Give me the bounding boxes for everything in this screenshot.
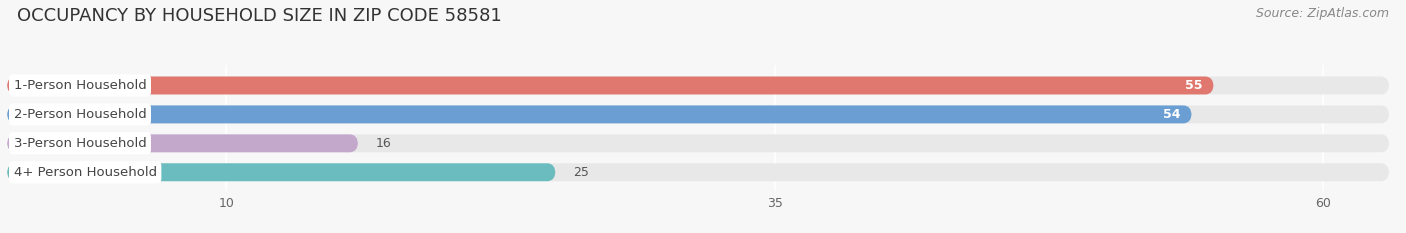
Text: 16: 16 bbox=[375, 137, 391, 150]
Text: 55: 55 bbox=[1185, 79, 1202, 92]
Text: 1-Person Household: 1-Person Household bbox=[14, 79, 146, 92]
Text: 25: 25 bbox=[574, 166, 589, 179]
FancyBboxPatch shape bbox=[7, 163, 555, 181]
Text: 4+ Person Household: 4+ Person Household bbox=[14, 166, 156, 179]
Text: Source: ZipAtlas.com: Source: ZipAtlas.com bbox=[1256, 7, 1389, 20]
FancyBboxPatch shape bbox=[7, 163, 1389, 181]
FancyBboxPatch shape bbox=[7, 76, 1213, 94]
FancyBboxPatch shape bbox=[7, 134, 1389, 152]
FancyBboxPatch shape bbox=[7, 134, 359, 152]
Text: 3-Person Household: 3-Person Household bbox=[14, 137, 146, 150]
FancyBboxPatch shape bbox=[7, 76, 1389, 94]
FancyBboxPatch shape bbox=[7, 106, 1192, 123]
Text: OCCUPANCY BY HOUSEHOLD SIZE IN ZIP CODE 58581: OCCUPANCY BY HOUSEHOLD SIZE IN ZIP CODE … bbox=[17, 7, 502, 25]
Text: 54: 54 bbox=[1163, 108, 1181, 121]
Text: 2-Person Household: 2-Person Household bbox=[14, 108, 146, 121]
FancyBboxPatch shape bbox=[7, 106, 1389, 123]
